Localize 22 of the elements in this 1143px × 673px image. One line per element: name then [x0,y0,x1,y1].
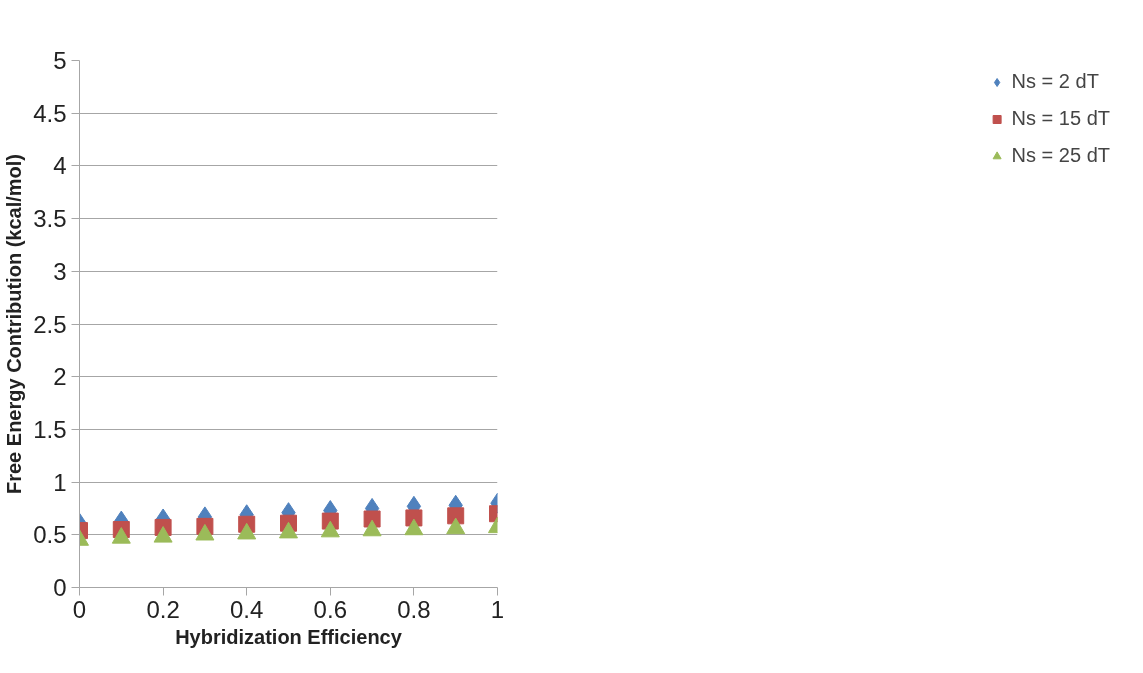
x-tick-label: 0.4 [230,595,264,623]
y-tick-label: 2.5 [33,310,67,338]
y-tick-label: 0 [53,574,67,601]
y-tick-label: 1.5 [33,415,67,443]
y-axis-title: Free Energy Contribution (kcal/mol) [3,153,26,495]
y-tick-label: 3 [53,257,67,285]
y-tick-label: 3.5 [33,205,67,233]
legend-label: Ns = 25 dT [1011,144,1110,167]
legend-label: Ns = 15 dT [1011,107,1110,130]
legend-label: Ns = 2 dT [1011,70,1099,93]
x-tick-label: 1 [490,595,505,623]
x-tick-label: 0 [72,595,87,623]
y-tick-label: 4 [53,152,67,180]
y-tick-label: 0.5 [33,521,67,549]
y-tick-label: 1 [53,468,67,496]
x-tick-label: 0.6 [313,595,347,623]
x-tick-label: 0.8 [397,595,431,623]
x-tick-label: 0.2 [146,595,180,623]
y-tick-label: 5 [53,47,67,74]
y-tick-label: 2 [53,363,67,391]
y-tick-label: 4.5 [33,99,67,127]
x-axis-title: Hybridization Efficiency [175,625,403,648]
